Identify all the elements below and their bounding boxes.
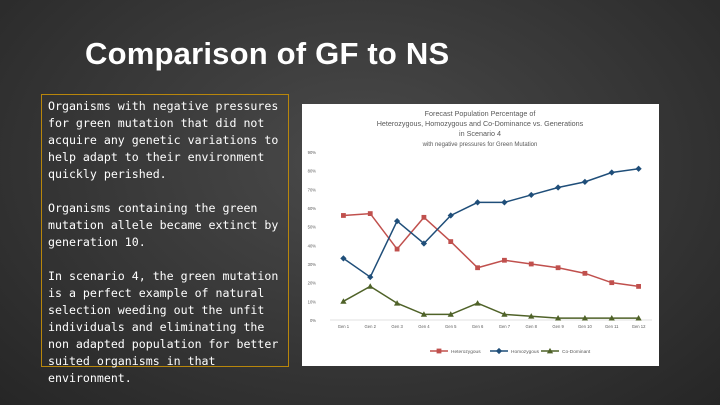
- y-tick-label: 40%: [308, 243, 317, 248]
- series-point: [582, 270, 588, 276]
- y-tick-label: 90%: [308, 150, 317, 155]
- y-tick-label: 20%: [308, 281, 317, 286]
- paragraph-negative-pressures: Organisms with negative pressures for gr…: [48, 99, 279, 181]
- series-point: [436, 348, 442, 354]
- series-point: [555, 265, 561, 271]
- x-tick-label: Gen 1: [338, 324, 350, 329]
- series-point: [367, 211, 373, 216]
- paragraph-natural-selection: In scenario 4, the green mutation is a p…: [48, 269, 279, 385]
- series-point: [341, 213, 346, 218]
- series-point: [340, 298, 347, 304]
- series-point: [635, 165, 642, 172]
- series-point: [581, 178, 589, 185]
- series-point: [608, 315, 615, 321]
- chart-title-line: Heterozygous, Homozygous and Co-Dominanc…: [377, 119, 584, 128]
- series-point: [635, 315, 642, 321]
- x-tick-label: Gen 3: [391, 324, 403, 329]
- series-point: [367, 273, 374, 281]
- series-point: [393, 300, 401, 306]
- series-point: [528, 313, 535, 319]
- series-line: [343, 285, 639, 319]
- series-point: [528, 261, 534, 267]
- x-tick-label: Gen 9: [552, 324, 564, 329]
- y-tick-label: 30%: [308, 262, 317, 267]
- series-point: [581, 315, 589, 321]
- series-point: [474, 300, 481, 306]
- series-point: [475, 265, 480, 271]
- chart-subtitle: with negative pressures for Green Mutati…: [422, 142, 538, 148]
- legend-label: Heterozygous: [451, 349, 481, 355]
- series-point: [546, 347, 554, 354]
- y-tick-label: 60%: [308, 206, 317, 211]
- series-point: [501, 199, 508, 206]
- x-tick-label: Gen 10: [578, 324, 592, 329]
- series-point: [636, 284, 641, 289]
- series-point: [394, 246, 400, 252]
- y-tick-label: 0%: [310, 318, 316, 323]
- y-tick-label: 10%: [308, 299, 317, 304]
- series-point: [502, 257, 507, 263]
- y-tick-label: 70%: [308, 187, 317, 192]
- series-point: [367, 283, 374, 289]
- x-tick-label: Gen 2: [365, 324, 377, 329]
- series-point: [448, 239, 454, 244]
- x-tick-label: Gen 11: [605, 324, 619, 329]
- series-point: [609, 280, 615, 286]
- line-chart: Forecast Population Percentage of Hetero…: [308, 109, 652, 355]
- legend-label: Co-Dominant: [562, 349, 591, 355]
- x-tick-label: Gen 7: [499, 324, 511, 329]
- y-tick-label: 50%: [308, 225, 317, 230]
- series-line: [343, 212, 639, 288]
- series-point: [554, 184, 562, 191]
- x-tick-label: Gen 8: [526, 324, 538, 329]
- x-tick-label: Gen 12: [632, 324, 646, 329]
- series-point: [421, 214, 427, 220]
- chart-frame: Forecast Population Percentage of Hetero…: [302, 104, 659, 366]
- series-point: [420, 311, 428, 317]
- series-point: [608, 169, 615, 176]
- legend-label: Homozygous: [511, 349, 540, 355]
- series-point: [474, 199, 481, 206]
- y-tick-label: 80%: [308, 169, 317, 174]
- series-line: [342, 168, 639, 279]
- chart-title-line: Forecast Population Percentage of: [425, 109, 536, 118]
- paragraph-extinction: Organisms containing the green mutation …: [48, 201, 279, 249]
- chart-title-line: in Scenario 4: [459, 129, 501, 138]
- x-tick-label: Gen 6: [472, 324, 484, 329]
- series-point: [554, 315, 562, 321]
- x-tick-label: Gen 4: [418, 324, 430, 329]
- series-point: [447, 212, 454, 219]
- series-point: [501, 311, 508, 317]
- series-point: [447, 311, 454, 317]
- slide-title: Comparison of GF to NS: [85, 36, 450, 71]
- text-box: Organisms with negative pressures for gr…: [41, 94, 289, 385]
- series-point: [528, 191, 535, 199]
- series-point: [495, 347, 503, 355]
- x-tick-label: Gen 5: [445, 324, 457, 329]
